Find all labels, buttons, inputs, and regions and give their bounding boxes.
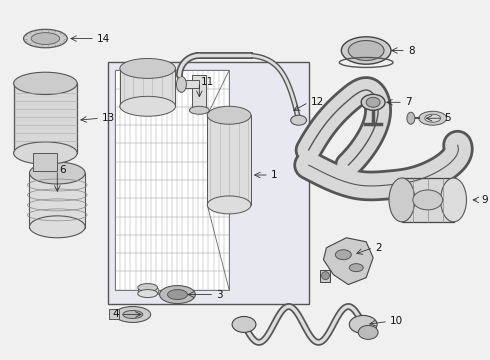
Ellipse shape — [407, 112, 415, 124]
Text: 6: 6 — [59, 165, 66, 175]
Text: 4: 4 — [112, 310, 119, 319]
Bar — [33, 153, 57, 171]
Bar — [120, 68, 175, 106]
Ellipse shape — [207, 196, 251, 214]
Text: 2: 2 — [375, 243, 382, 253]
Ellipse shape — [24, 30, 67, 48]
Ellipse shape — [291, 115, 307, 125]
Polygon shape — [323, 238, 373, 285]
Ellipse shape — [138, 284, 158, 292]
Ellipse shape — [120, 96, 175, 116]
Ellipse shape — [425, 114, 441, 122]
Ellipse shape — [361, 94, 385, 110]
Text: 12: 12 — [311, 97, 324, 107]
Ellipse shape — [413, 190, 442, 210]
Bar — [29, 173, 85, 228]
Text: 10: 10 — [390, 316, 403, 327]
Ellipse shape — [207, 106, 251, 124]
Text: 7: 7 — [405, 97, 412, 107]
Ellipse shape — [419, 111, 446, 125]
Ellipse shape — [348, 41, 384, 60]
Ellipse shape — [441, 178, 466, 222]
Text: 14: 14 — [97, 33, 110, 44]
Text: 1: 1 — [271, 170, 277, 180]
Ellipse shape — [366, 97, 380, 107]
Bar — [14, 84, 77, 153]
Ellipse shape — [138, 289, 158, 298]
Ellipse shape — [168, 289, 187, 300]
Ellipse shape — [232, 316, 256, 332]
Ellipse shape — [389, 178, 415, 222]
Ellipse shape — [190, 106, 209, 114]
Bar — [109, 310, 119, 319]
Text: 13: 13 — [102, 113, 115, 123]
Ellipse shape — [349, 264, 363, 272]
Ellipse shape — [349, 315, 377, 333]
Bar — [402, 178, 454, 222]
Ellipse shape — [29, 162, 85, 184]
Bar — [181, 80, 199, 88]
Bar — [115, 71, 229, 289]
Ellipse shape — [160, 285, 196, 303]
Ellipse shape — [342, 37, 391, 64]
Ellipse shape — [14, 72, 77, 95]
Ellipse shape — [14, 142, 77, 164]
Text: 3: 3 — [216, 289, 223, 300]
Ellipse shape — [176, 76, 186, 92]
Bar — [320, 270, 330, 282]
Text: 8: 8 — [408, 45, 415, 55]
Ellipse shape — [115, 306, 150, 323]
Text: 9: 9 — [481, 195, 488, 205]
Ellipse shape — [31, 33, 60, 45]
Ellipse shape — [335, 250, 351, 260]
Ellipse shape — [120, 58, 175, 78]
Bar — [108, 62, 309, 303]
Bar — [207, 115, 251, 205]
Ellipse shape — [321, 272, 329, 280]
Text: 11: 11 — [201, 77, 215, 87]
Text: 5: 5 — [444, 113, 451, 123]
Ellipse shape — [123, 310, 143, 319]
Ellipse shape — [29, 216, 85, 238]
Ellipse shape — [358, 325, 378, 339]
Bar — [138, 288, 158, 293]
Bar — [193, 75, 206, 110]
